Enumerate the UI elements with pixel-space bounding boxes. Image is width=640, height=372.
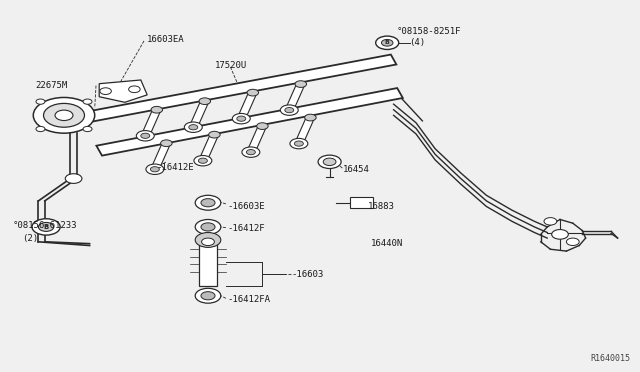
Text: (4): (4): [410, 38, 426, 47]
Circle shape: [129, 86, 140, 93]
Circle shape: [198, 158, 207, 163]
Text: B: B: [385, 40, 390, 45]
Circle shape: [195, 232, 221, 247]
Circle shape: [552, 230, 568, 239]
Circle shape: [65, 174, 82, 183]
Circle shape: [566, 238, 579, 246]
Text: (2): (2): [22, 234, 38, 243]
Circle shape: [201, 292, 215, 300]
Circle shape: [83, 99, 92, 104]
Circle shape: [146, 164, 164, 174]
Circle shape: [36, 99, 45, 104]
Circle shape: [257, 123, 268, 129]
Circle shape: [151, 106, 163, 113]
Circle shape: [381, 39, 393, 46]
Text: B: B: [44, 224, 49, 230]
Circle shape: [285, 108, 294, 113]
Text: °08158-8251F: °08158-8251F: [397, 27, 461, 36]
Circle shape: [323, 158, 336, 166]
Text: -16412FA: -16412FA: [227, 295, 270, 304]
Polygon shape: [99, 80, 147, 102]
Polygon shape: [189, 100, 209, 128]
Circle shape: [100, 88, 111, 94]
Polygon shape: [237, 92, 257, 119]
Polygon shape: [199, 240, 217, 286]
Text: 17520U: 17520U: [214, 61, 246, 70]
Circle shape: [295, 81, 307, 87]
Circle shape: [141, 133, 150, 138]
Text: 22675M: 22675M: [35, 81, 67, 90]
Text: -16412E: -16412E: [157, 163, 195, 172]
Circle shape: [232, 113, 250, 124]
Polygon shape: [350, 197, 373, 208]
Circle shape: [194, 155, 212, 166]
Text: 16603EA: 16603EA: [147, 35, 185, 44]
Circle shape: [136, 131, 154, 141]
Circle shape: [202, 238, 214, 246]
Circle shape: [242, 147, 260, 157]
Circle shape: [247, 89, 259, 96]
Text: R1640015: R1640015: [590, 354, 630, 363]
Circle shape: [199, 98, 211, 105]
Text: -16603: -16603: [291, 270, 323, 279]
Circle shape: [195, 219, 221, 234]
Circle shape: [195, 195, 221, 210]
Text: -16603E: -16603E: [227, 202, 265, 211]
Circle shape: [33, 97, 95, 133]
Circle shape: [201, 199, 215, 207]
Circle shape: [38, 222, 54, 231]
Polygon shape: [247, 125, 266, 153]
Circle shape: [36, 126, 45, 132]
Circle shape: [32, 219, 60, 235]
Polygon shape: [285, 83, 305, 111]
Text: °08156-61233: °08156-61233: [13, 221, 77, 230]
Circle shape: [55, 110, 73, 121]
Circle shape: [209, 131, 220, 138]
Polygon shape: [84, 55, 396, 122]
Circle shape: [237, 116, 246, 121]
Circle shape: [161, 140, 172, 147]
Polygon shape: [97, 88, 403, 155]
Circle shape: [294, 141, 303, 146]
Circle shape: [83, 126, 92, 132]
Circle shape: [280, 105, 298, 115]
Polygon shape: [295, 117, 314, 144]
Circle shape: [195, 288, 221, 303]
Circle shape: [290, 138, 308, 149]
Circle shape: [184, 122, 202, 132]
Text: 16454: 16454: [342, 165, 369, 174]
Text: 16883: 16883: [368, 202, 395, 211]
Circle shape: [150, 167, 159, 172]
Circle shape: [318, 155, 341, 169]
Circle shape: [246, 150, 255, 155]
Text: 16440N: 16440N: [371, 239, 403, 248]
Circle shape: [376, 36, 399, 49]
Polygon shape: [141, 109, 161, 137]
Circle shape: [544, 218, 557, 225]
Polygon shape: [199, 134, 218, 161]
Text: -16412F: -16412F: [227, 224, 265, 233]
Circle shape: [189, 125, 198, 130]
Polygon shape: [151, 142, 170, 170]
Circle shape: [201, 223, 215, 231]
Circle shape: [305, 114, 316, 121]
Circle shape: [44, 103, 84, 127]
